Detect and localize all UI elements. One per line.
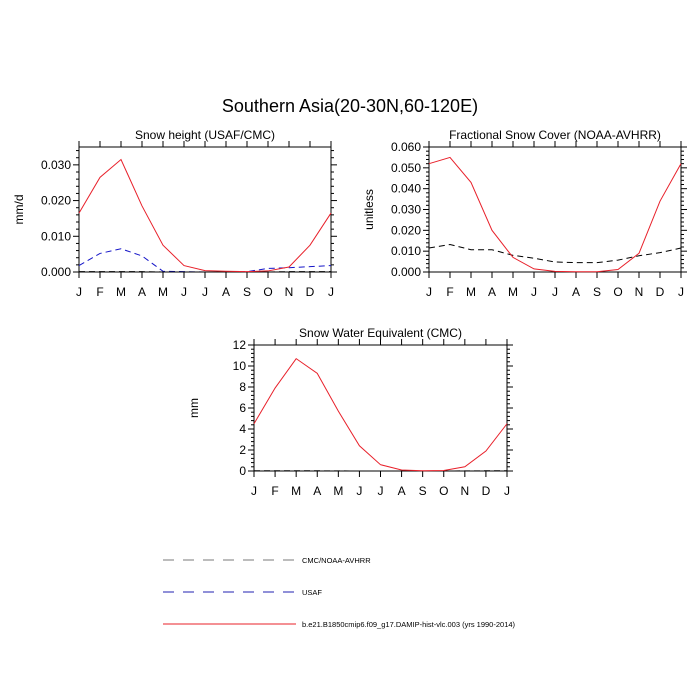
x-tick-label: J (426, 285, 432, 299)
x-tick-label: F (271, 484, 278, 498)
x-tick-label: O (263, 285, 272, 299)
y-axis-label: mm/d (12, 195, 26, 225)
y-tick-label: 2 (239, 443, 246, 457)
x-tick-label: D (306, 285, 315, 299)
x-tick-label: J (76, 285, 82, 299)
y-tick-label: 0.000 (41, 265, 71, 279)
x-tick-label: M (158, 285, 168, 299)
plot-frame (428, 146, 682, 273)
x-tick-label: J (678, 285, 684, 299)
x-tick-label: J (552, 285, 558, 299)
series-line-obs (428, 243, 682, 264)
legend-item-model: b.e21.B1850cmip6.f09_g17.DAMIP-hist-vlc.… (163, 620, 516, 629)
y-tick-label: 0.010 (41, 229, 71, 243)
x-tick-label: D (482, 484, 491, 498)
y-tick-label: 0.020 (391, 223, 421, 237)
x-tick-label: A (222, 285, 230, 299)
series-line-model (428, 156, 682, 273)
y-axis-label: unitless (362, 189, 376, 230)
x-tick-label: J (251, 484, 257, 498)
x-tick-label: J (504, 484, 510, 498)
x-tick-label: J (181, 285, 187, 299)
x-tick-label: J (202, 285, 208, 299)
legend-label: b.e21.B1850cmip6.f09_g17.DAMIP-hist-vlc.… (302, 620, 516, 629)
plot-frame (78, 146, 332, 273)
x-tick-label: O (439, 484, 448, 498)
x-tick-label: D (656, 285, 665, 299)
chart-snow-height: Snow height (USAF/CMC) mm/d 0.000 0.010 0.02… (12, 128, 337, 299)
chart-title: Snow height (USAF/CMC) (135, 128, 275, 142)
x-tick-label: N (460, 484, 469, 498)
y-tick-label: 0.060 (391, 140, 421, 154)
legend-item-usaf: USAF (163, 588, 322, 597)
y-tick-label: 8 (239, 380, 246, 394)
x-tick-label: N (635, 285, 644, 299)
y-tick-label: 0.010 (391, 244, 421, 258)
x-tick-label: S (593, 285, 601, 299)
series-model (428, 156, 682, 273)
y-tick-label: 0.030 (391, 203, 421, 217)
x-tick-label: A (572, 285, 580, 299)
series-usaf (78, 248, 332, 273)
legend-item-obs: CMC/NOAA-AVHRR (163, 556, 371, 565)
x-tick-label: J (531, 285, 537, 299)
x-tick-label: M (508, 285, 518, 299)
series-line-model (253, 357, 508, 472)
y-tick-label: 6 (239, 401, 246, 415)
x-tick-label: S (419, 484, 427, 498)
x-tick-label: O (613, 285, 622, 299)
chart-title: Snow Water Equivalent (CMC) (299, 326, 462, 340)
y-tick-label: 4 (239, 422, 246, 436)
x-tick-label: M (466, 285, 476, 299)
y-axis-label: mm (187, 398, 201, 418)
x-tick-label: N (285, 285, 294, 299)
x-tick-label: A (313, 484, 321, 498)
y-tick-label: 0.030 (41, 158, 71, 172)
x-tick-label: S (243, 285, 251, 299)
legend-label: USAF (302, 588, 322, 597)
legend-label: CMC/NOAA-AVHRR (302, 556, 371, 565)
series-line-usaf (78, 248, 332, 273)
x-tick-label: F (96, 285, 103, 299)
x-tick-label: J (378, 484, 384, 498)
x-tick-label: J (328, 285, 334, 299)
y-tick-label: 0.020 (41, 194, 71, 208)
y-tick-label: 10 (233, 359, 247, 373)
x-tick-label: F (446, 285, 453, 299)
x-tick-label: A (488, 285, 496, 299)
chart-panels: Snow height (USAF/CMC) mm/d 0.000 0.010 0.02… (12, 128, 687, 498)
series-obs (428, 243, 682, 264)
legend: CMC/NOAA-AVHRR USAF b.e21.B1850cmip6.f09_g… (163, 556, 516, 629)
x-tick-label: J (356, 484, 362, 498)
y-tick-label: 12 (233, 338, 247, 352)
figure-title: Southern Asia(20-30N,60-120E) (222, 96, 478, 116)
x-tick-label: M (333, 484, 343, 498)
x-tick-label: M (291, 484, 301, 498)
series-model (78, 158, 332, 273)
series-line-model (78, 158, 332, 273)
chart-fractional-snow-cover: Fractional Snow Cover (NOAA-AVHRR) unitle… (362, 128, 687, 299)
x-tick-label: A (398, 484, 406, 498)
y-tick-label: 0.050 (391, 161, 421, 175)
y-tick-label: 0 (239, 464, 246, 478)
y-tick-label: 0.040 (391, 182, 421, 196)
y-tick-label: 0.000 (391, 265, 421, 279)
x-tick-label: A (138, 285, 146, 299)
x-tick-label: M (116, 285, 126, 299)
series-model (253, 357, 508, 472)
chart-title: Fractional Snow Cover (NOAA-AVHRR) (449, 128, 661, 142)
